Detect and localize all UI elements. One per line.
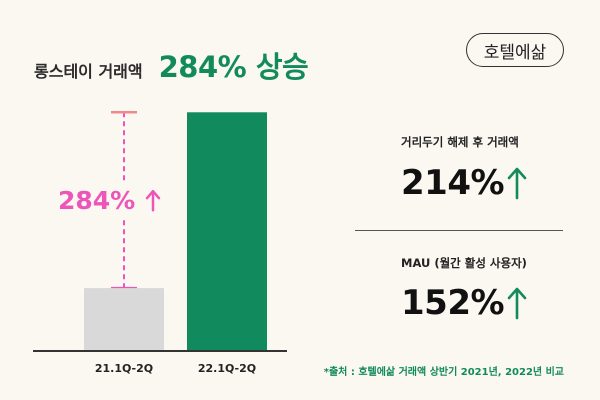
x-tick-2022: 22.1Q-2Q: [198, 362, 256, 375]
stat-label-mau: MAU (월간 활성 사용자): [401, 256, 527, 270]
bar-2021: [84, 288, 164, 350]
x-tick-2021: 21.1Q-2Q: [95, 362, 153, 375]
stat-value-mau: 152%: [401, 283, 505, 323]
stat-value-transactions: 214%: [401, 163, 505, 203]
up-arrow-icon: [145, 189, 161, 212]
headline: 롱스테이 거래액 284% 상승: [34, 44, 309, 84]
headline-value: 284% 상승: [158, 50, 309, 84]
stat-transactions: 214%: [401, 163, 527, 203]
annotation-label: 284%: [58, 186, 135, 215]
headline-subtitle: 롱스테이 거래액: [34, 62, 143, 81]
divider: [355, 230, 563, 231]
source-note: *출처 : 호텔에삶 거래액 상반기 2021년, 2022년 비교: [323, 367, 564, 378]
up-arrow-icon: [507, 167, 527, 200]
stat-mau: 152%: [401, 283, 527, 323]
annotation-mask: [54, 183, 164, 218]
bar-2022: [187, 112, 267, 351]
up-arrow-icon: [507, 287, 527, 320]
brand-logo: 호텔에삶: [466, 33, 564, 67]
stat-label-transactions: 거리두기 해제 후 거래액: [401, 135, 519, 149]
